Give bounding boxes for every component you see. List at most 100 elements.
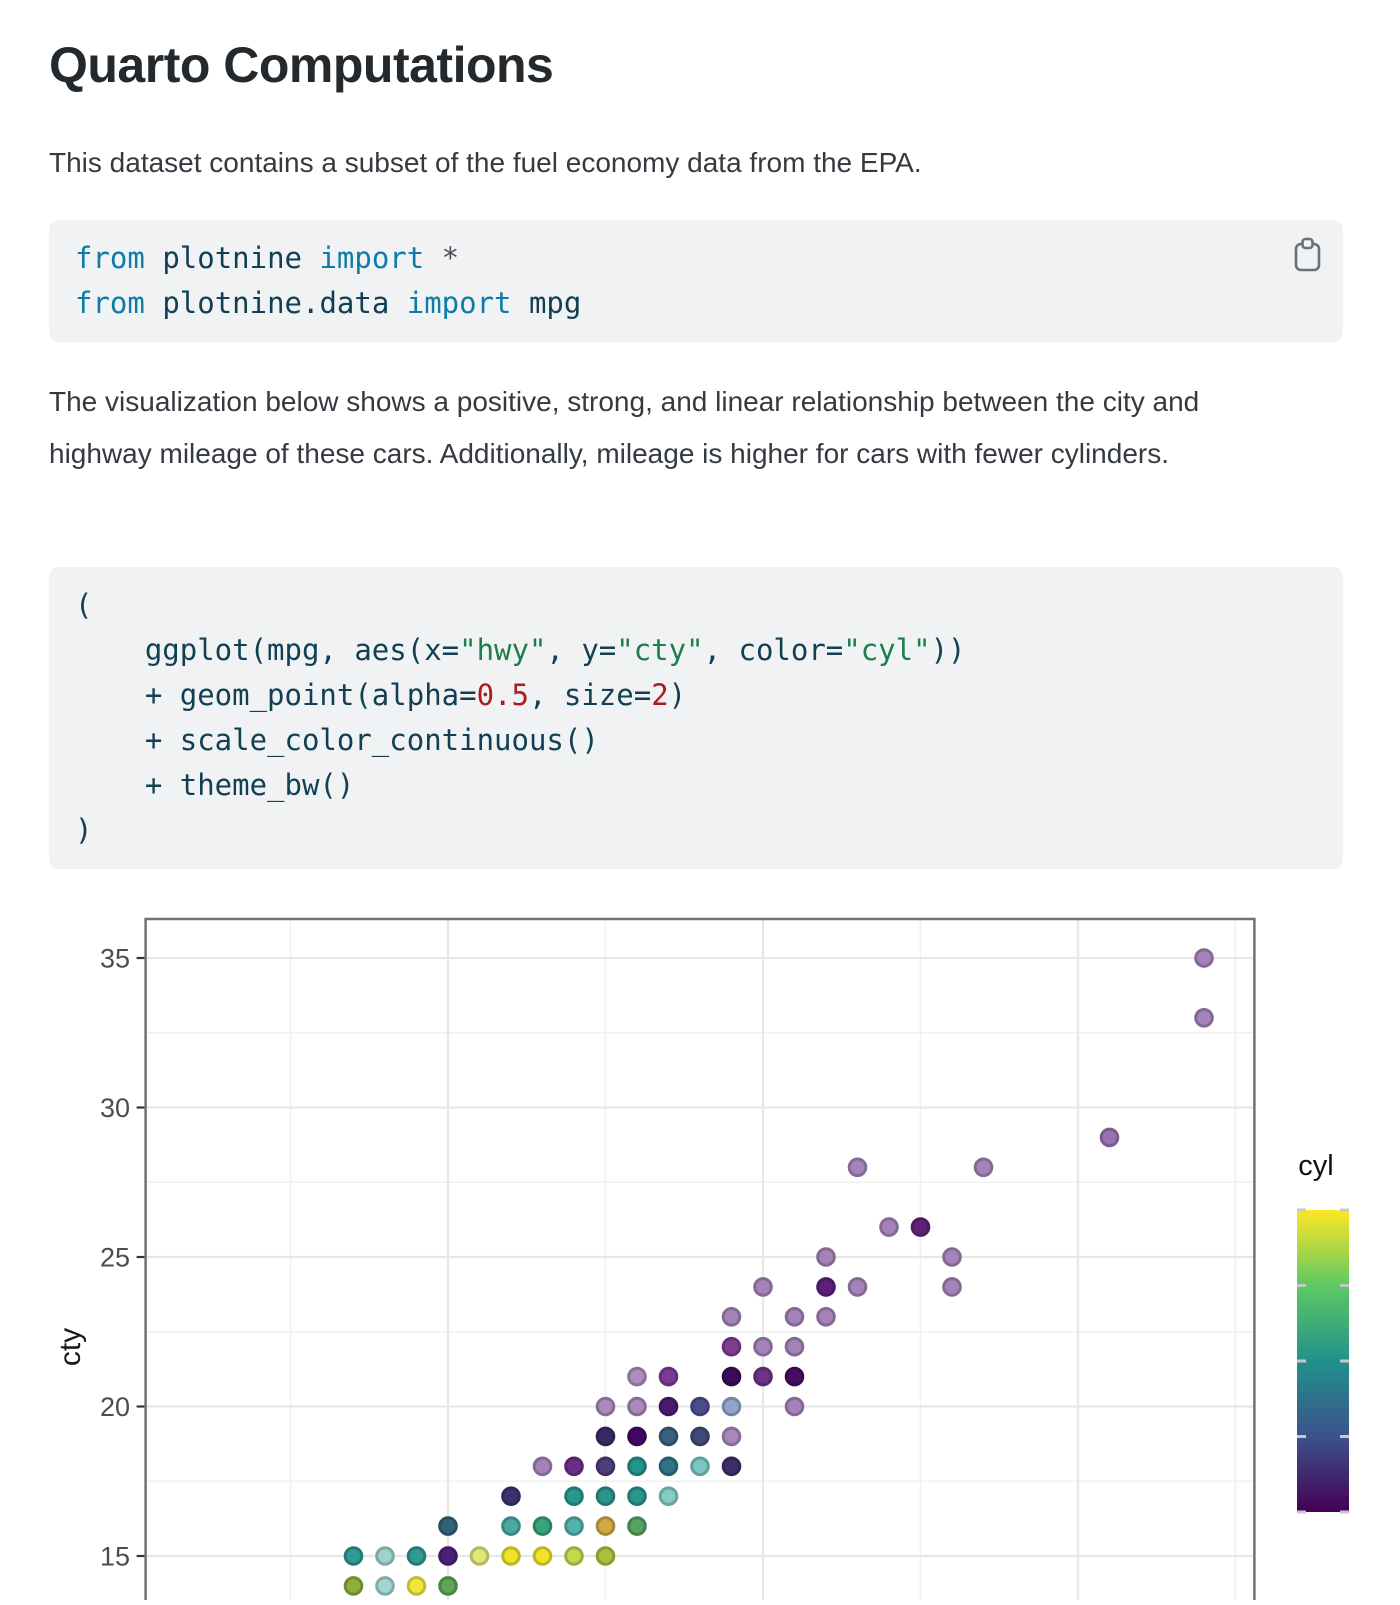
code-token: , color=	[703, 633, 844, 667]
y-tick-label: 25	[100, 1243, 130, 1273]
data-point	[753, 1336, 773, 1357]
y-axis-title: cty	[54, 1328, 87, 1366]
data-point	[627, 1456, 647, 1477]
data-point	[721, 1456, 742, 1477]
code-line: )	[75, 808, 1317, 853]
code-token: from	[75, 241, 163, 275]
data-point	[627, 1516, 647, 1536]
code-token: (	[75, 588, 93, 622]
data-point	[627, 1426, 647, 1447]
data-point	[721, 1396, 742, 1417]
code-token: + theme_bw()	[75, 768, 355, 802]
code-line: from plotnine.data import mpg	[75, 281, 1317, 326]
data-point	[595, 1426, 616, 1447]
data-point	[784, 1366, 805, 1387]
data-point	[438, 1576, 458, 1596]
data-point	[721, 1307, 742, 1327]
data-point	[784, 1396, 805, 1417]
description-paragraph: The visualization below shows a positive…	[49, 386, 1200, 469]
data-point	[501, 1486, 521, 1507]
data-point	[658, 1456, 679, 1477]
data-point	[469, 1546, 490, 1566]
data-point	[658, 1396, 679, 1417]
data-point	[721, 1366, 742, 1387]
data-point	[942, 1247, 962, 1267]
data-point	[690, 1426, 710, 1447]
code-token: plotnine.data	[162, 286, 407, 320]
code-line: + scale_color_continuous()	[75, 718, 1317, 763]
y-tick-label: 20	[100, 1392, 130, 1422]
data-point	[595, 1546, 616, 1566]
data-point	[438, 1516, 458, 1536]
data-point	[627, 1486, 647, 1507]
data-point	[1099, 1127, 1120, 1148]
code-content: from plotnine import * from plotnine.data…	[75, 236, 1317, 326]
data-point	[564, 1456, 584, 1477]
code-content: ( ggplot(mpg, aes(x="hwy", y="cty", colo…	[75, 583, 1317, 853]
scatter-plot-figure: 35 30 25 20 15 cty cyl	[0, 900, 1400, 1605]
code-token: ggplot(mpg, aes(x=	[75, 633, 460, 667]
data-point	[375, 1546, 395, 1566]
code-line: from plotnine import *	[75, 236, 1317, 281]
data-point	[910, 1217, 931, 1237]
clipboard-icon	[1294, 237, 1321, 272]
code-token: , size=	[528, 678, 652, 712]
data-point	[784, 1336, 805, 1357]
data-point	[501, 1546, 521, 1566]
code-token: , y=	[546, 633, 617, 667]
legend-title: cyl	[1298, 1150, 1333, 1182]
code-token: plotnine	[162, 241, 320, 275]
data-point	[595, 1456, 616, 1477]
data-point	[879, 1217, 899, 1237]
data-point	[690, 1396, 710, 1417]
data-point	[847, 1157, 868, 1178]
y-tick-label: 15	[100, 1542, 130, 1572]
data-point	[564, 1546, 584, 1566]
data-point	[595, 1396, 616, 1417]
data-point	[973, 1157, 994, 1178]
code-token: 2	[651, 678, 669, 712]
y-tick-label: 30	[100, 1093, 130, 1123]
code-token: ))	[930, 633, 966, 667]
data-point	[406, 1576, 427, 1596]
code-token: "cyl"	[843, 633, 931, 667]
scatter-plot: 35 30 25 20 15 cty cyl	[54, 917, 1349, 1605]
data-point	[501, 1516, 521, 1536]
data-point	[406, 1546, 427, 1566]
data-point	[658, 1486, 679, 1507]
data-point	[532, 1456, 553, 1477]
code-line: + geom_point(alpha=0.5, size=2)	[75, 673, 1317, 718]
code-line: (	[75, 583, 1317, 628]
data-point	[595, 1486, 616, 1507]
intro-paragraph: This dataset contains a subset of the fu…	[49, 147, 922, 178]
data-point	[942, 1277, 962, 1297]
code-token: + geom_point(alpha=	[75, 678, 477, 712]
code-token: + scale_color_continuous()	[75, 723, 599, 757]
data-point	[658, 1426, 679, 1447]
code-line: ggplot(mpg, aes(x="hwy", y="cty", color=…	[75, 628, 1317, 673]
code-token: "cty"	[616, 633, 704, 667]
data-point	[1194, 1008, 1214, 1028]
data-point	[753, 1366, 773, 1387]
data-point	[721, 1336, 742, 1357]
data-point	[816, 1307, 836, 1327]
data-point	[564, 1516, 584, 1536]
data-point	[532, 1516, 553, 1536]
data-point	[627, 1396, 647, 1417]
code-token: *	[441, 241, 460, 275]
data-point	[595, 1516, 616, 1536]
data-point	[753, 1277, 773, 1297]
data-point	[375, 1576, 395, 1596]
data-point	[343, 1576, 364, 1596]
code-block-plot: ( ggplot(mpg, aes(x="hwy", y="cty", colo…	[49, 567, 1343, 869]
panel-border	[144, 917, 1256, 1605]
data-point	[343, 1546, 364, 1566]
data-point	[784, 1307, 805, 1327]
data-point	[627, 1366, 647, 1387]
data-point	[816, 1277, 836, 1297]
data-point	[658, 1366, 679, 1387]
code-token: 0.5	[476, 678, 529, 712]
copy-code-button[interactable]	[1291, 236, 1325, 274]
data-point	[816, 1247, 836, 1267]
code-token: import	[406, 286, 529, 320]
